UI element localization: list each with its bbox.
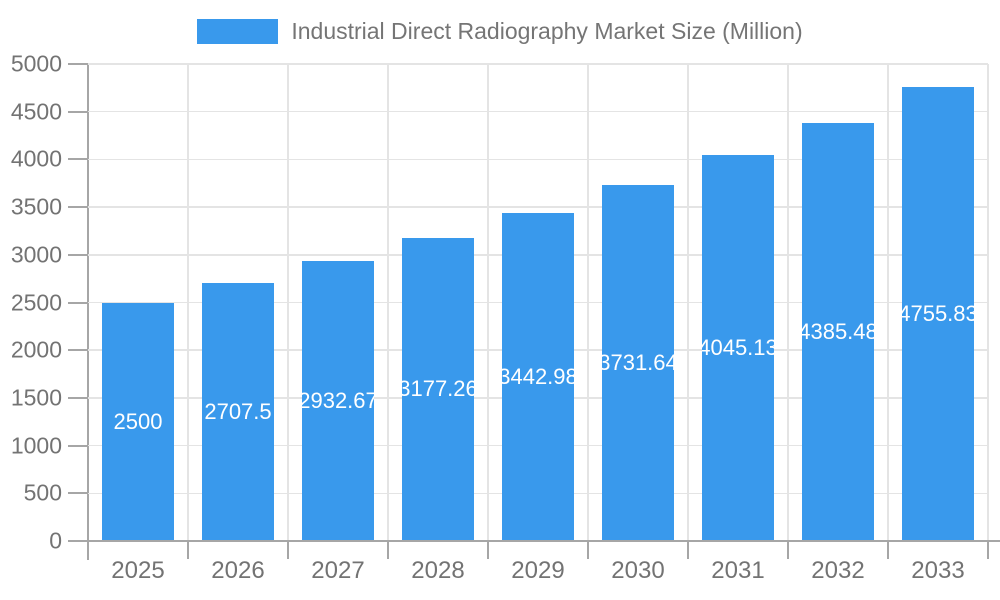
y-tick-label: 3500 [10, 193, 62, 220]
y-tick [68, 396, 88, 399]
y-tick-label: 2500 [10, 289, 62, 315]
bar-value-label: 3731.64 [602, 350, 674, 375]
gridline-v [987, 64, 989, 541]
bar-2025[interactable]: 2500 [102, 302, 174, 541]
y-axis-line [87, 64, 89, 560]
y-tick-label: 4000 [10, 145, 62, 172]
bar-value-label: 2932.67 [302, 388, 374, 414]
x-tick-label-2027: 2027 [311, 557, 365, 584]
legend-label: Industrial Direct Radiography Market Siz… [291, 18, 803, 44]
y-axis: 0 500 1000 1500 2000 2500 3000 3500 4000 4500 5000 [0, 51, 88, 554]
bar-2030[interactable]: 3731.64 [602, 185, 674, 541]
x-tick-label-2028: 2028 [411, 557, 465, 584]
x-tick [87, 541, 89, 559]
legend: Industrial Direct Radiography Market Siz… [0, 18, 1000, 45]
y-tick [68, 540, 88, 542]
y-tick [68, 158, 88, 161]
bar-value-label: 4045.13 [702, 335, 774, 361]
x-tick-label-2026: 2026 [211, 557, 265, 584]
bar-value-label: 3177.26 [402, 376, 474, 402]
y-tick-label: 3000 [10, 241, 62, 268]
x-tick-label-2033: 2033 [911, 557, 965, 584]
gridline-h [88, 206, 988, 208]
x-axis: 2025 2026 2027 2028 2029 2030 2031 2032 2033 [88, 557, 988, 591]
gridline-v [387, 64, 389, 541]
y-tick [68, 206, 88, 209]
gridline-v [487, 64, 489, 541]
legend-item[interactable]: Industrial Direct Radiography Market Siz… [197, 18, 803, 45]
gridline-v [187, 64, 189, 541]
y-tick [68, 110, 88, 113]
bar-value-label: 2707.5 [204, 398, 272, 424]
gridline-v [587, 64, 589, 541]
gridline-v [787, 64, 789, 541]
y-tick [68, 492, 88, 495]
x-tick [687, 541, 689, 559]
bar-value-label: 2500 [113, 408, 163, 434]
y-tick [68, 253, 88, 256]
x-tick [387, 541, 389, 559]
legend-swatch-icon [197, 19, 279, 44]
gridline-h [88, 63, 988, 65]
bar-2032[interactable]: 4385.48 [802, 122, 874, 541]
y-tick [68, 349, 88, 352]
y-tick [68, 63, 88, 65]
gridline-h [88, 110, 988, 113]
y-tick-label: 5000 [10, 50, 62, 77]
y-tick [68, 301, 88, 304]
gridline-v [287, 64, 289, 541]
y-tick-label: 2000 [10, 336, 62, 363]
x-tick [587, 541, 589, 559]
bar-2026[interactable]: 2707.5 [202, 282, 274, 541]
bar-value-label: 4385.48 [802, 318, 874, 344]
x-tick-label-2029: 2029 [511, 557, 565, 584]
x-axis-line [88, 539, 1000, 542]
x-tick-label-2031: 2031 [711, 557, 765, 584]
x-tick-label-2032: 2032 [811, 557, 865, 584]
x-tick-label-2025: 2025 [111, 557, 165, 584]
gridline-v [887, 64, 889, 541]
bar-2033[interactable]: 4755.83 [902, 87, 974, 541]
gridline-h [88, 158, 988, 161]
bar-2031[interactable]: 4045.13 [702, 155, 774, 541]
gridline-v [687, 64, 689, 541]
y-tick-label: 1500 [10, 384, 62, 411]
x-tick-label-2030: 2030 [611, 557, 665, 584]
x-tick [787, 541, 789, 559]
bar-value-label: 3442.98 [502, 363, 574, 389]
bar-2027[interactable]: 2932.67 [302, 261, 374, 541]
y-tick-label: 4500 [10, 98, 62, 125]
bar-2029[interactable]: 3442.98 [502, 212, 574, 541]
x-tick [287, 541, 289, 559]
y-tick-label: 500 [23, 479, 62, 506]
x-tick [187, 541, 189, 559]
x-tick [887, 541, 889, 559]
x-tick [987, 541, 989, 559]
x-tick [487, 541, 489, 559]
y-tick-label: 1000 [10, 432, 62, 459]
y-tick [68, 444, 88, 447]
plot-area: 2500 2707.5 2932.67 3177.26 3442.98 3731.64 40… [87, 63, 1000, 560]
bar-2028[interactable]: 3177.26 [402, 237, 474, 541]
y-tick-label: 0 [49, 527, 62, 554]
bar-value-label: 4755.83 [902, 301, 974, 327]
